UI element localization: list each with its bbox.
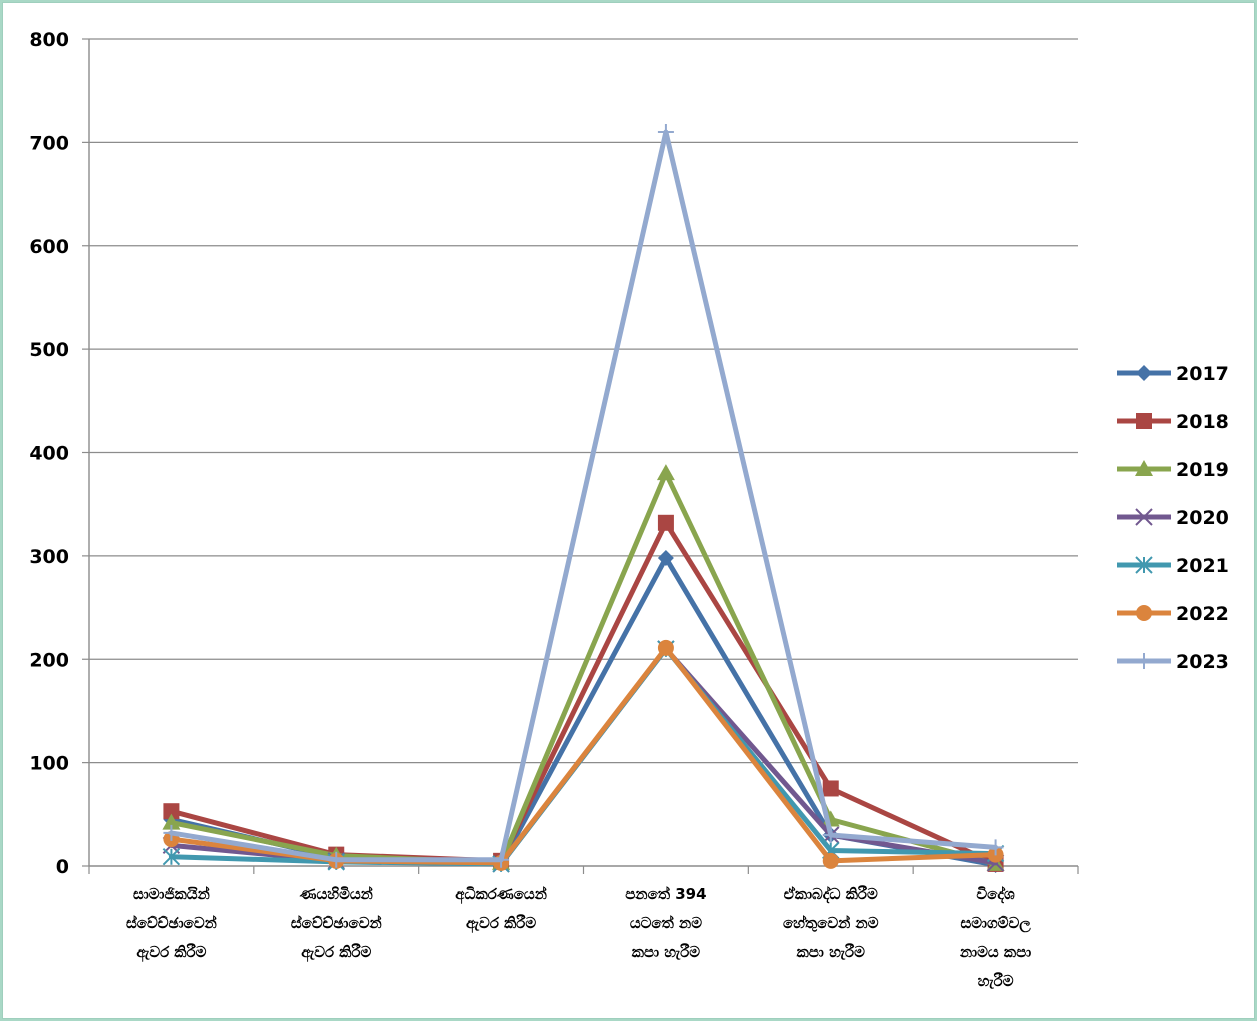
data-point-2019 bbox=[162, 813, 181, 830]
data-point-2017 bbox=[657, 549, 674, 566]
data-point-2023 bbox=[328, 851, 345, 868]
x-category-label: ණයහිමියන් ස්වේච්ඡාවෙන් ඇවර කිරීම bbox=[291, 885, 382, 962]
line-chart: 0 100 200 300 400 500 600 700 800 සාමාජිකයින් ස්වේ… bbox=[29, 29, 1229, 990]
y-tick-label: 500 bbox=[29, 339, 69, 361]
data-point-2018 bbox=[163, 803, 180, 820]
legend-marker bbox=[1135, 556, 1153, 574]
legend-label: 2018 bbox=[1176, 411, 1229, 433]
y-tick-label: 0 bbox=[56, 856, 69, 878]
axes bbox=[82, 38, 1079, 874]
legend-item-2017: 2017 bbox=[1117, 363, 1229, 385]
data-point-2023 bbox=[657, 124, 674, 141]
data-point-2018 bbox=[657, 514, 674, 531]
y-tick-label: 800 bbox=[29, 29, 69, 51]
legend-label: 2019 bbox=[1176, 459, 1229, 481]
legend: 2017 2018 2019 2020 2021 2022 2023 bbox=[1117, 363, 1229, 673]
data-point-2023 bbox=[493, 851, 510, 868]
data-point-2018 bbox=[822, 780, 839, 797]
x-category-label: ඒකාබද්ධ කිරීම හේතුවෙන් නම කපා හැරීම bbox=[783, 885, 879, 961]
y-tick-label: 100 bbox=[29, 753, 69, 775]
legend-item-2018: 2018 bbox=[1117, 411, 1229, 433]
series-lines bbox=[162, 124, 1005, 873]
series-2023 bbox=[163, 124, 1004, 868]
y-tick-label: 400 bbox=[29, 443, 69, 465]
legend-marker bbox=[1136, 365, 1152, 381]
legend-item-2022: 2022 bbox=[1117, 603, 1229, 625]
x-category-label: අධිකරණයෙන් ඇවර කිරීම bbox=[455, 885, 547, 933]
legend-label: 2017 bbox=[1176, 363, 1229, 385]
legend-item-2019: 2019 bbox=[1117, 459, 1229, 481]
series-line-2019 bbox=[168, 470, 999, 867]
data-point-2022 bbox=[657, 639, 674, 656]
data-point-2023 bbox=[822, 826, 839, 843]
legend-label: 2020 bbox=[1176, 507, 1229, 529]
legend-item-2023: 2023 bbox=[1117, 651, 1229, 673]
legend-item-2021: 2021 bbox=[1117, 555, 1229, 577]
series-line-2018 bbox=[168, 520, 999, 867]
legend-marker bbox=[1135, 508, 1153, 526]
x-category-label: පනතේ 394 යටතේ නම කපා හැරීම bbox=[625, 885, 706, 961]
data-point-2023 bbox=[987, 839, 1004, 856]
y-tick-label: 300 bbox=[29, 546, 69, 568]
legend-marker bbox=[1135, 460, 1153, 476]
data-point-2022 bbox=[822, 852, 839, 869]
series-2017 bbox=[163, 549, 1004, 873]
legend-label: 2022 bbox=[1176, 603, 1229, 625]
gridlines bbox=[89, 38, 1078, 764]
data-point-2021 bbox=[162, 847, 181, 866]
legend-item-2020: 2020 bbox=[1117, 507, 1229, 529]
y-tick-label: 700 bbox=[29, 132, 69, 154]
series-line-2017 bbox=[168, 555, 999, 868]
data-point-2019 bbox=[656, 464, 675, 481]
legend-marker bbox=[1136, 605, 1152, 621]
y-tick-label: 600 bbox=[29, 236, 69, 258]
axis-labels: 0 100 200 300 400 500 600 700 800 සාමාජිකයින් ස්වේ… bbox=[29, 29, 1031, 990]
legend-label: 2023 bbox=[1176, 651, 1229, 673]
data-point-2023 bbox=[163, 824, 180, 841]
x-category-label: සාමාජිකයින් ස්වේච්ඡාවෙන් ඇවර කිරීම bbox=[126, 885, 217, 962]
legend-label: 2021 bbox=[1176, 555, 1229, 577]
y-tick-label: 200 bbox=[29, 649, 69, 671]
series-line-2023 bbox=[168, 129, 999, 863]
series-2018 bbox=[163, 514, 1004, 872]
x-category-label: විදේශ සමාගම්වල නාමය කපා හැරීම bbox=[959, 885, 1031, 990]
legend-marker bbox=[1136, 653, 1152, 669]
legend-marker bbox=[1136, 413, 1152, 429]
